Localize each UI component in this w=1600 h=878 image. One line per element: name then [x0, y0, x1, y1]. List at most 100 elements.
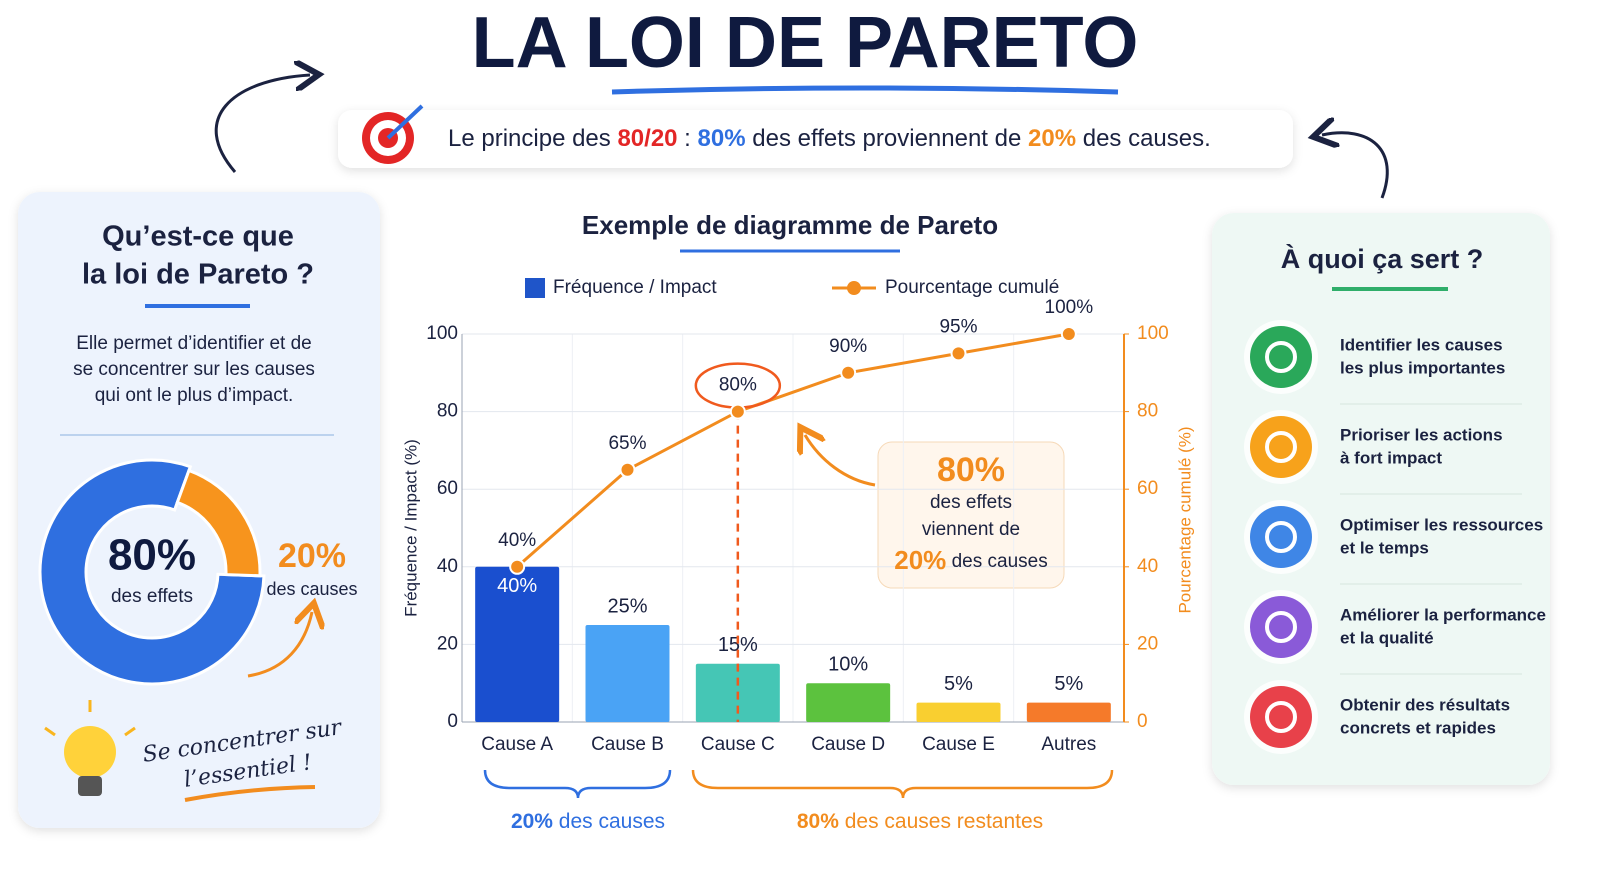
item-text: à fort impact — [1340, 448, 1442, 467]
item-text: Obtenir des résultats — [1340, 695, 1510, 714]
y2-tick-label: 60 — [1137, 478, 1158, 499]
deco-arrow — [247, 612, 312, 678]
line-label: 40% — [498, 530, 536, 551]
item-icon — [1250, 416, 1312, 478]
bar — [475, 566, 560, 722]
item-text: concrets et rapides — [1340, 718, 1496, 737]
title-underline — [611, 85, 1119, 95]
item-text: Optimiser les ressources — [1340, 515, 1543, 534]
text-part: des causes restantes — [839, 810, 1043, 833]
panel-text: Elle permet d’identifier et de — [76, 333, 312, 354]
callout-arrow — [805, 435, 876, 487]
underline — [184, 785, 316, 802]
bar — [916, 702, 1001, 722]
panel-text: qui ont le plus d’impact. — [95, 385, 294, 406]
y-tick-label: 100 — [426, 323, 458, 344]
text-part: : — [678, 125, 698, 152]
line-label: 95% — [939, 316, 977, 337]
legend-label: Fréquence / Impact — [553, 277, 717, 298]
callout-text: des effets — [930, 492, 1012, 513]
x-tick-label: Cause D — [811, 734, 885, 755]
y-tick-label: 60 — [437, 478, 458, 499]
text-part: des effets proviennent de — [746, 125, 1028, 152]
panel-text: se concentrer sur les causes — [73, 359, 315, 380]
line-label: 100% — [1045, 297, 1094, 318]
bracket — [691, 769, 1114, 799]
text-part: 20% — [894, 545, 946, 575]
y2-tick-label: 40 — [1137, 556, 1158, 577]
bracket — [483, 769, 672, 799]
text-part: des causes — [553, 810, 665, 833]
y2-tick-label: 20 — [1137, 633, 1158, 654]
bulb-icon — [44, 700, 136, 796]
bar-label: 25% — [607, 595, 647, 617]
text-line: Le principe des 80/20 : 80% des effets p… — [448, 125, 1211, 152]
line-point — [619, 461, 636, 478]
donut-value: 80% — [108, 531, 196, 580]
x-tick-label: Cause B — [591, 734, 664, 755]
y2-tick-label: 80 — [1137, 401, 1158, 422]
bar-label: 15% — [718, 634, 758, 656]
bar — [806, 683, 891, 722]
y-axis-label: Fréquence / Impact (%) — [401, 439, 420, 617]
bar-label: 10% — [828, 653, 868, 675]
x-tick-label: Cause E — [922, 734, 995, 755]
bar-label: 5% — [944, 673, 973, 695]
bar — [1026, 702, 1111, 722]
line-point — [729, 403, 746, 420]
deco-arrow — [214, 75, 310, 173]
item-icon — [1250, 506, 1312, 568]
item-icon — [1250, 596, 1312, 658]
item-text: Prioriser les actions — [1340, 425, 1503, 444]
line-label: 80% — [719, 375, 757, 396]
legend-swatch — [847, 281, 861, 295]
text-part: des causes. — [1076, 125, 1211, 152]
bar-label: 5% — [1054, 673, 1083, 695]
y2-tick-label: 0 — [1137, 711, 1148, 732]
legend-swatch — [525, 278, 545, 298]
line-point — [840, 364, 857, 381]
x-tick-label: Cause A — [481, 734, 553, 755]
line-point — [509, 558, 526, 575]
callout-text: viennent de — [922, 519, 1020, 540]
line-label: 65% — [608, 433, 646, 454]
deco-arrow — [1322, 133, 1389, 199]
callout-value: 80% — [937, 451, 1005, 489]
y-tick-label: 40 — [437, 556, 458, 577]
item-icon — [1265, 701, 1297, 733]
line-point — [1060, 326, 1077, 342]
bar — [585, 625, 670, 722]
text-part: 80% — [698, 125, 746, 152]
donut-segment — [38, 458, 266, 686]
item-icon — [1265, 431, 1297, 463]
item-text: et le temps — [1340, 538, 1429, 557]
panel-title: À quoi ça sert ? — [1281, 243, 1484, 274]
text-line: 80% des causes restantes — [797, 810, 1043, 833]
donut-value: 20% — [278, 537, 346, 575]
text-part: 80/20 — [617, 125, 677, 152]
text-part: 80% — [797, 810, 839, 833]
page-title: LA LOI DE PARETO — [472, 3, 1139, 83]
x-tick-label: Autres — [1041, 734, 1096, 755]
panel-title: la loi de Pareto ? — [82, 259, 314, 291]
tagline-box — [338, 110, 1293, 168]
item-text: les plus importantes — [1340, 358, 1505, 377]
item-icon — [1265, 341, 1297, 373]
callout-box — [877, 441, 1065, 589]
text-line: 20% des causes — [511, 810, 665, 833]
item-icon — [1250, 686, 1312, 748]
line — [516, 332, 1070, 568]
chart-title: Exemple de diagramme de Pareto — [582, 210, 998, 240]
y2-axis-label: Pourcentage cumulé (%) — [1175, 426, 1194, 613]
text-line: 20% des causes — [894, 545, 1047, 575]
y-tick-label: 80 — [437, 401, 458, 422]
line-point — [950, 345, 967, 362]
item-icon — [1265, 611, 1297, 643]
x-tick-label: Cause C — [701, 734, 775, 755]
text-part: des causes — [946, 551, 1047, 572]
y-tick-label: 0 — [447, 711, 458, 732]
y2-tick-label: 100 — [1137, 323, 1169, 344]
item-text: Améliorer la performance — [1340, 605, 1546, 624]
bar-label: 40% — [497, 575, 537, 597]
